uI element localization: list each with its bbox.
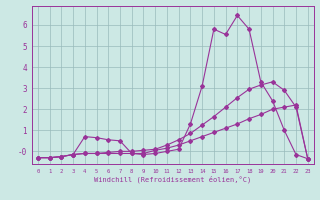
X-axis label: Windchill (Refroidissement éolien,°C): Windchill (Refroidissement éolien,°C) [94,175,252,183]
